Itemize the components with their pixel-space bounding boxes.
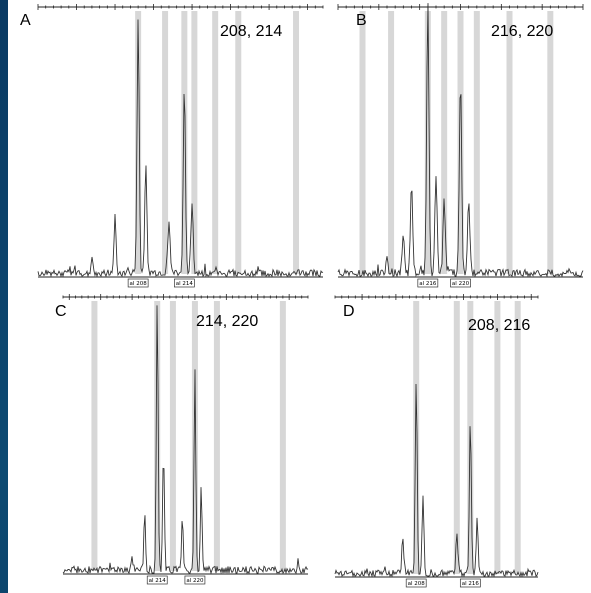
bin-bar — [235, 11, 242, 274]
bin-bar — [388, 11, 395, 274]
bin-bar — [191, 11, 198, 274]
bin-bar — [154, 301, 161, 571]
trace-line — [334, 383, 539, 578]
bin-bar — [212, 11, 219, 274]
panel-letter: C — [55, 303, 67, 320]
allele-tag-label: al 208 — [130, 281, 148, 287]
panel-letter: B — [356, 12, 367, 29]
genotype-label: 208, 216 — [468, 317, 530, 334]
allele-tag-label: al 216 — [462, 581, 480, 587]
bin-bar — [514, 301, 521, 574]
bin-bar — [213, 301, 220, 571]
bin-bar — [293, 11, 300, 274]
bin-bar — [162, 11, 169, 274]
trace-line — [37, 19, 324, 278]
trace-line — [337, 3, 584, 278]
panel-b: B 216, 220 al 216 al 220 — [337, 3, 584, 288]
figure-stage: A 208, 214 al 208 al 214 B 216, 220 al 216 al 2… — [8, 0, 591, 593]
allele-tag-label: al 216 — [419, 281, 437, 287]
allele-tag-label: al 214 — [176, 281, 194, 287]
panel-d: D 208, 216 al 208 al 216 — [334, 294, 539, 588]
allele-tag — [450, 278, 471, 288]
allele-tag — [174, 278, 195, 288]
allele-tag — [146, 575, 168, 585]
genotype-label: 216, 220 — [491, 23, 553, 40]
panel-letter: A — [20, 12, 31, 29]
genotype-label: 208, 214 — [220, 23, 282, 40]
bin-bar — [453, 301, 460, 574]
bin-bar — [279, 301, 286, 571]
bin-bar — [441, 11, 448, 274]
trace-line — [62, 305, 309, 575]
panel-c: C 214, 220 al 214 al 220 — [55, 294, 309, 585]
bin-bar — [413, 301, 420, 574]
allele-tag — [417, 278, 439, 288]
panel-letter: D — [343, 303, 355, 320]
allele-tag-label: al 220 — [186, 578, 204, 584]
allele-tag-label: al 220 — [452, 281, 470, 287]
allele-tag — [184, 575, 206, 585]
bin-bar — [547, 11, 554, 274]
bin-bar — [169, 301, 176, 571]
panel-a: A 208, 214 al 208 al 214 — [20, 4, 324, 288]
bin-bar — [91, 301, 98, 571]
allele-tag — [459, 578, 481, 588]
allele-tag — [127, 278, 149, 288]
allele-tag-label: al 208 — [408, 581, 426, 587]
bin-bar — [457, 11, 464, 274]
bin-bar — [191, 301, 198, 571]
bin-bar — [473, 11, 480, 274]
genotype-label: 214, 220 — [196, 313, 258, 330]
bin-bar — [506, 11, 513, 274]
electropherogram-figure: A 208, 214 al 208 al 214 B 216, 220 al 216 al 2… — [20, 3, 584, 588]
allele-tag — [405, 578, 427, 588]
bin-bar — [494, 301, 501, 574]
bin-bar — [135, 11, 142, 274]
bin-bar — [181, 11, 188, 274]
bin-bar — [424, 11, 431, 274]
bin-bar — [359, 11, 366, 274]
allele-tag-label: al 214 — [149, 578, 167, 584]
